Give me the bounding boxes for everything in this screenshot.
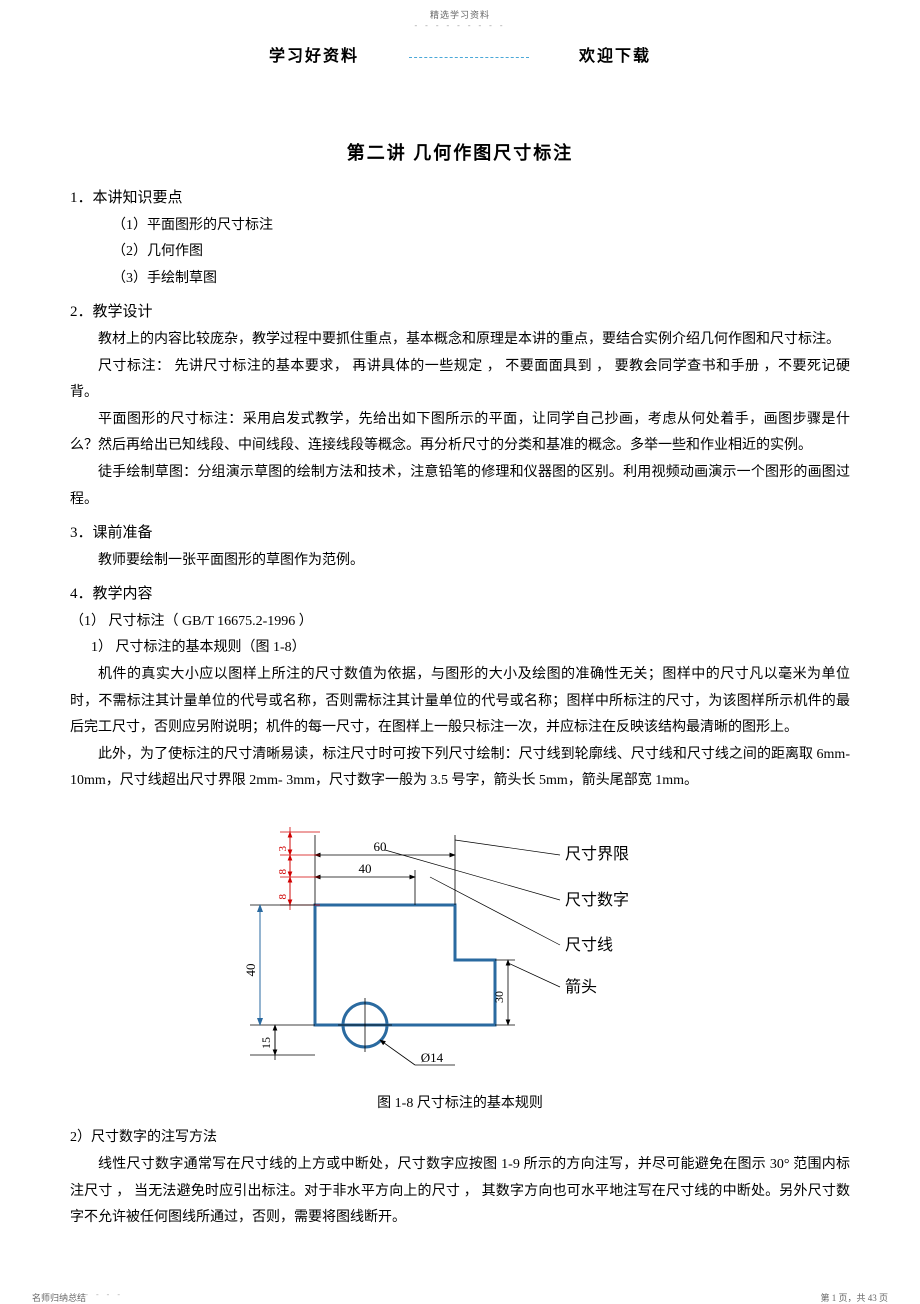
section-5-p1: 线性尺寸数字通常写在尺寸线的上方或中断处，尺寸数字应按图 1-9 所示的方向注写… <box>70 1152 850 1232</box>
page-content: 第二讲 几何作图尺寸标注 1．本讲知识要点 （1）平面图形的尺寸标注 （2）几何… <box>0 66 920 1232</box>
top-label: 精选学习资料 <box>0 0 920 21</box>
section-1-heading: 1．本讲知识要点 <box>70 184 850 213</box>
label-extline: 尺寸界限 <box>565 845 629 863</box>
header-left: 学习好资料 <box>269 42 359 66</box>
dim-40h: 40 <box>359 861 372 876</box>
section-3-p1: 教师要绘制一张平面图形的草图作为范例。 <box>70 548 850 575</box>
main-title: 第二讲 几何作图尺寸标注 <box>70 136 850 170</box>
section-2-heading: 2．教学设计 <box>70 298 850 327</box>
dim-60: 60 <box>374 839 387 854</box>
section-4-p2: 此外，为了使标注的尺寸清晰易读，标注尺寸时可按下列尺寸绘制：尺寸线到轮廓线、尺寸… <box>70 742 850 795</box>
dim-8b: 8 <box>277 893 289 899</box>
section-2-p4: 徒手绘制草图：分组演示草图的绘制方法和技术，注意铅笔的修理和仪器图的区别。利用视… <box>70 460 850 513</box>
section-3-heading: 3．课前准备 <box>70 519 850 548</box>
dim-15: 15 <box>259 1037 273 1049</box>
label-dimline: 尺寸线 <box>565 936 613 954</box>
dim-40v: 40 <box>243 963 258 976</box>
section-2-p2: 尺寸标注： 先讲尺寸标注的基本要求， 再讲具体的一些规定 ， 不要面面具到 ， … <box>70 354 850 407</box>
section-5-heading: 2）尺寸数字的注写方法 <box>70 1125 850 1152</box>
header-right: 欢迎下载 <box>579 42 651 66</box>
footer-right: 第 1 页，共 43 页 <box>820 1291 888 1304</box>
section-4-p1: 机件的真实大小应以图样上所注的尺寸数值为依据，与图形的大小及绘图的准确性无关；图… <box>70 662 850 742</box>
dim-30: 30 <box>492 991 506 1003</box>
section-1-item3: （3）手绘制草图 <box>70 266 850 293</box>
label-dimtext: 尺寸数字 <box>565 891 629 909</box>
header-underline <box>409 57 529 58</box>
part-outline <box>315 905 495 1025</box>
dim-phi14: Ø14 <box>421 1050 444 1065</box>
label-arrow: 箭头 <box>565 977 597 996</box>
figure-1-8: 60 40 3 8 8 40 15 <box>70 815 850 1075</box>
section-4-heading: 4．教学内容 <box>70 580 850 609</box>
section-1-item1: （1）平面图形的尺寸标注 <box>70 213 850 240</box>
dim-3: 3 <box>277 845 289 851</box>
top-dots: - - - - - - - - - <box>0 21 920 30</box>
section-4-line1: （1） 尺寸标注（ GB/T 16675.2-1996 ） <box>70 609 850 636</box>
section-4-line2: 1） 尺寸标注的基本规则（图 1-8） <box>70 635 850 662</box>
footer-dots: - - - - - - - - - <box>32 1290 123 1299</box>
section-1-item2: （2）几何作图 <box>70 239 850 266</box>
section-2-p1: 教材上的内容比较庞杂，教学过程中要抓住重点，基本概念和原理是本讲的重点，要结合实… <box>70 327 850 354</box>
dim-8a: 8 <box>277 868 289 874</box>
figure-caption: 图 1-8 尺寸标注的基本规则 <box>70 1091 850 1118</box>
header-line: 学习好资料 欢迎下载 <box>0 42 920 66</box>
dimension-diagram: 60 40 3 8 8 40 15 <box>220 815 700 1075</box>
section-2-p3: 平面图形的尺寸标注：采用启发式教学，先给出如下图所示的平面，让同学自己抄画，考虑… <box>70 407 850 460</box>
